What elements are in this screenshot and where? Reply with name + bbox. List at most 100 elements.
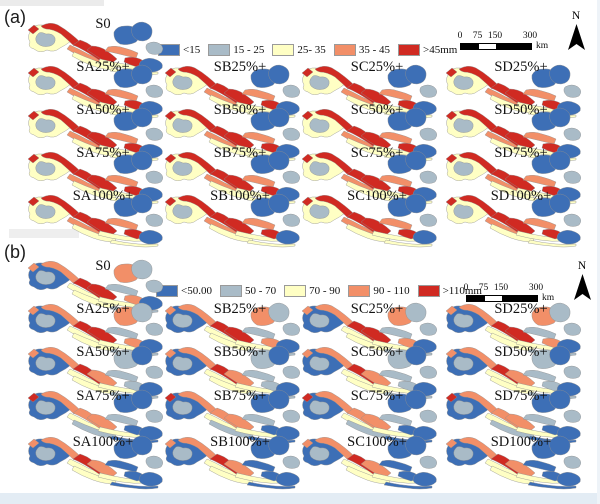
basin-map-a-sd50%+: SD50%+ [444, 102, 584, 162]
legend-swatch-gray [208, 44, 231, 56]
map-region-west-nub [301, 348, 314, 359]
scale-bar-ticks: 0 75 150 300 [456, 31, 560, 42]
scale-tick: 0 [463, 283, 469, 293]
map-region-west-inner [453, 356, 474, 371]
map-region-east-top-2 [549, 435, 571, 456]
basin-map-shape [445, 150, 581, 205]
scenario-label: SB100%+ [210, 434, 270, 450]
legend-swatch-yellow [272, 44, 295, 56]
map-region-east-gray [145, 365, 163, 379]
legend-swatch-yellow [284, 285, 307, 297]
map-region-west-inner [453, 161, 474, 176]
map-region-west-inner [35, 356, 56, 371]
legend-a: <15 15 - 25 25- 35 35 - 45 >45mm [158, 44, 457, 56]
map-region-east-top-2 [549, 389, 571, 410]
map-region-west-inner [172, 204, 193, 219]
map-region-east-top-2 [268, 389, 290, 410]
map-region-east-top-2 [549, 107, 571, 128]
scale-unit-label: km [542, 293, 555, 303]
basin-map-shape [301, 64, 437, 119]
map-region-west-inner [172, 400, 193, 415]
basin-map-shape [27, 345, 163, 400]
map-region-south-tail [246, 239, 296, 248]
basin-map-shape [445, 64, 581, 119]
map-region-west-nub [445, 305, 458, 316]
basin-map-a-sa25%+: SA25%+ [26, 59, 166, 119]
map-region-west-nub [164, 67, 177, 78]
scale-tick: 75 [472, 31, 483, 41]
basin-map-b-sd75%+: SD75%+ [444, 384, 584, 444]
basin-map-a-sc50%+: SC50%+ [300, 102, 440, 162]
map-region-west-inner [172, 75, 193, 90]
legend-label: <15 [183, 44, 201, 56]
basin-map-a-sd75%+: SD75%+ [444, 145, 584, 205]
map-region-west-inner [35, 400, 56, 415]
map-region-east-gray [419, 170, 437, 184]
map-region-east-top-2 [131, 259, 153, 280]
map-region-west-nub [445, 196, 458, 207]
map-region-east-gray [145, 455, 163, 469]
basin-map-a-sc75%+: SC75%+ [300, 145, 440, 205]
legend-item: 25- 35 [272, 44, 326, 56]
basin-map-shape [445, 193, 581, 248]
map-region-east-top-2 [268, 107, 290, 128]
map-region-south-tail [383, 239, 433, 248]
scale-bar-a: 0 75 150 300 km [456, 31, 560, 51]
map-region-east-top-2 [405, 435, 427, 456]
map-region-east-top-2 [549, 64, 571, 85]
scale-bar-segment [484, 296, 502, 301]
basin-map-b-sa75%+: SA75%+ [26, 384, 166, 444]
map-region-east-top-2 [131, 64, 153, 85]
legend-label: 90 - 110 [373, 285, 410, 297]
map-region-east-gray [419, 84, 437, 98]
basin-map-a-sb100%+: SB100%+ [163, 188, 303, 248]
map-region-west-nub [27, 392, 40, 403]
legend-item: 90 - 110 [348, 285, 410, 297]
map-region-west-nub [301, 392, 314, 403]
scenario-label: SA75%+ [76, 388, 130, 404]
basin-map-shape [445, 389, 581, 444]
map-region-east-gray [419, 365, 437, 379]
map-region-west-nub [301, 110, 314, 121]
scenario-label: SD25%+ [494, 301, 548, 317]
basin-map-shape [164, 345, 300, 400]
map-region-east-gray [282, 409, 300, 423]
legend-label: 15 - 25 [233, 44, 265, 56]
scenario-label: SD50%+ [494, 344, 548, 360]
map-region-west-inner [309, 313, 330, 328]
legend-label: 25- 35 [297, 44, 326, 56]
map-region-east-gray [563, 84, 581, 98]
map-region-west-inner [309, 446, 330, 461]
map-region-west-nub [164, 196, 177, 207]
map-region-east-top-2 [549, 193, 571, 214]
map-region-west-nub [164, 153, 177, 164]
scenario-label: SC50%+ [350, 102, 404, 118]
basin-map-shape [164, 107, 300, 162]
map-region-east-top-2 [268, 193, 290, 214]
map-region-east-top-2 [131, 435, 153, 456]
basin-map-shape [445, 302, 581, 357]
north-label: N [577, 260, 587, 272]
scenario-label: SB50%+ [213, 102, 267, 118]
scale-tick: 0 [457, 31, 463, 41]
map-region-east-top-2 [549, 150, 571, 171]
basin-map-shape [27, 64, 163, 119]
legend-swatch-orange [333, 44, 356, 56]
scale-tick: 75 [478, 283, 489, 293]
map-region-east-top-2 [549, 345, 571, 366]
scenario-label: SC25%+ [350, 59, 404, 75]
map-region-west-nub [164, 392, 177, 403]
map-region-east-gray [563, 322, 581, 336]
map-region-west-inner [35, 118, 56, 133]
map-region-east-top-2 [268, 345, 290, 366]
map-region-south-tail [527, 239, 577, 248]
map-region-west-inner [172, 446, 193, 461]
map-region-east-end [556, 472, 581, 487]
basin-map-b-sc25%+: SC25%+ [300, 297, 440, 357]
basin-map-shape [301, 107, 437, 162]
map-region-south-tail [527, 481, 577, 490]
map-region-east-gray [145, 170, 163, 184]
map-region-east-top-2 [131, 345, 153, 366]
legend-label: >45mm [422, 44, 458, 56]
legend-label: 35 - 45 [358, 44, 390, 56]
